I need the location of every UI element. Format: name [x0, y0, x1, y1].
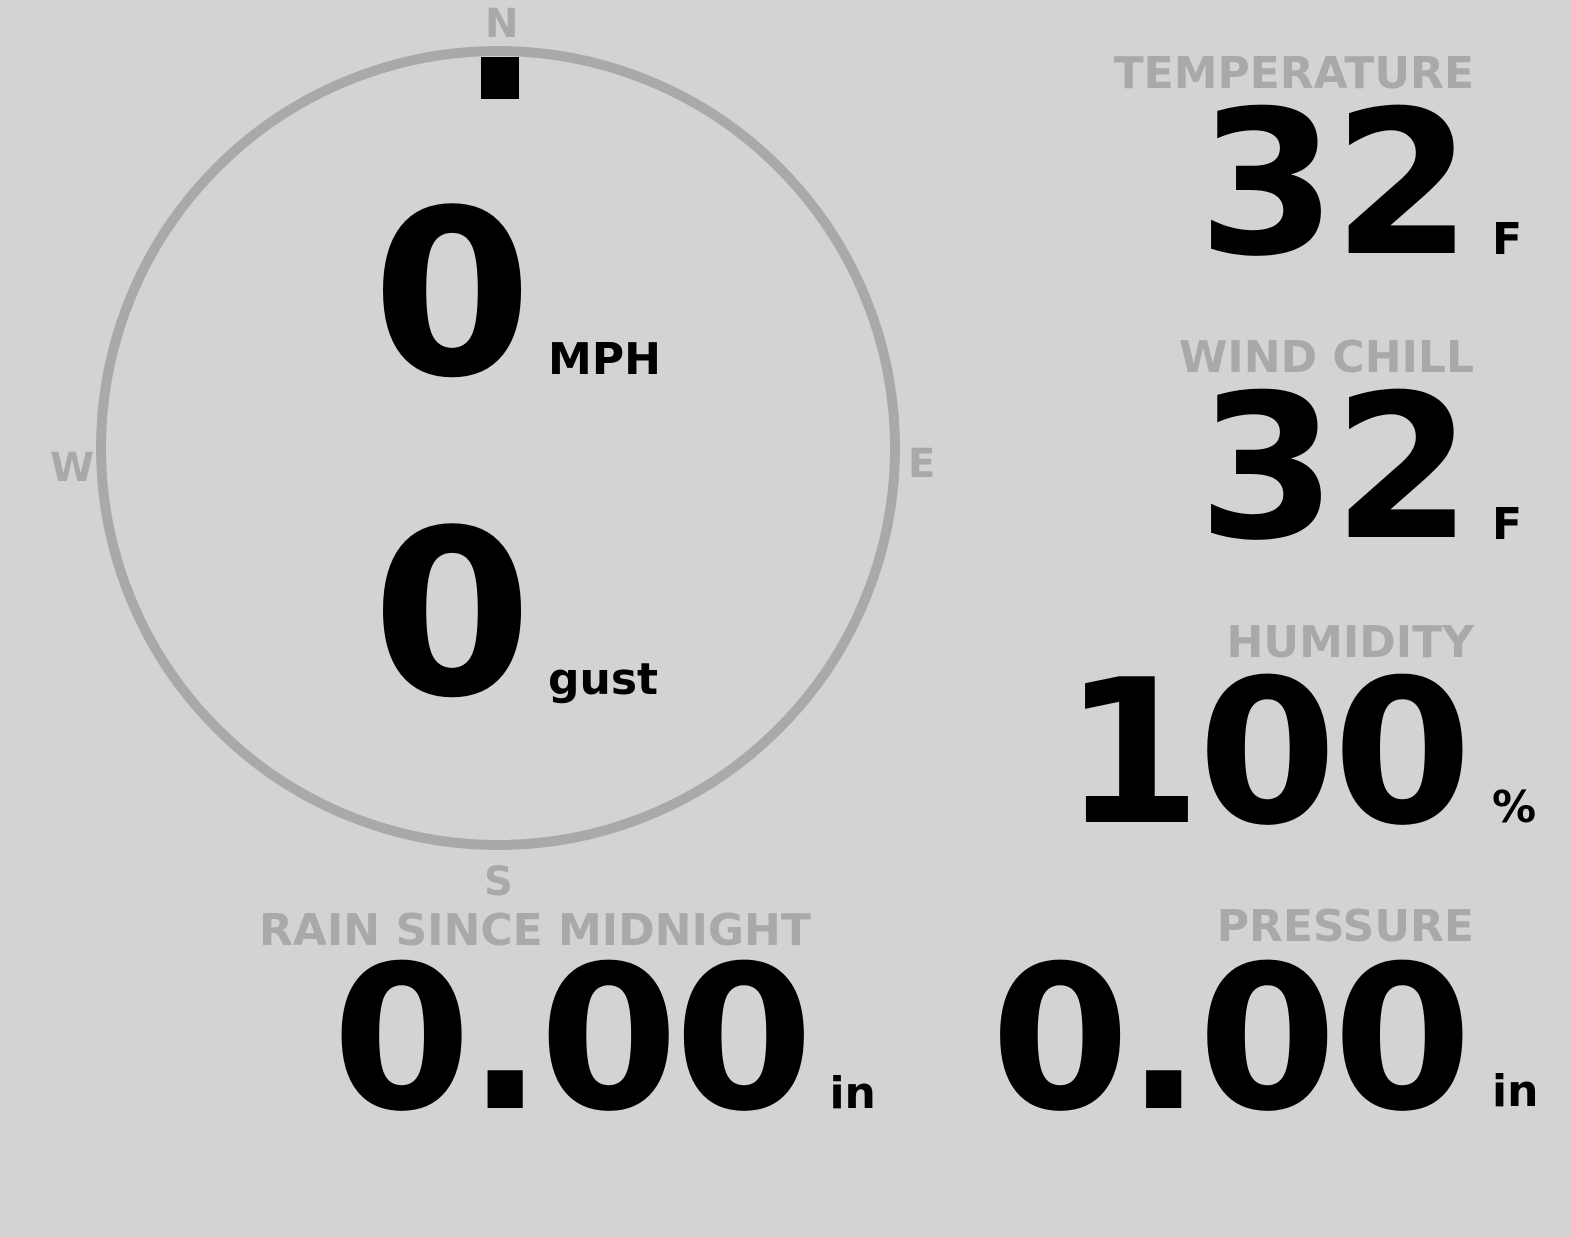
pressure-unit: in	[1492, 1066, 1539, 1117]
compass-west: W	[50, 445, 95, 491]
pressure-value: 0.00	[990, 923, 1472, 1156]
wind-direction-indicator	[481, 57, 519, 99]
wind-chill-label: WIND CHILL	[1178, 332, 1474, 383]
compass-north: N	[485, 1, 519, 47]
pressure-label: PRESSURE	[1216, 901, 1474, 952]
wind-speed-value: 0	[372, 162, 532, 429]
wind-speed-row: 0 MPH	[372, 162, 661, 429]
wind-chill-unit: F	[1492, 499, 1523, 550]
humidity-label: HUMIDITY	[1226, 617, 1474, 668]
rain-value: 0.00	[332, 923, 813, 1156]
rain-unit: in	[829, 1068, 876, 1119]
wind-gust-row: 0 gust	[372, 482, 659, 749]
wind-chill-value: 32	[1197, 352, 1472, 585]
compass-east: E	[908, 441, 936, 487]
compass-south: S	[484, 859, 513, 905]
humidity-value: 100	[1062, 637, 1472, 870]
compass-ring	[96, 46, 900, 850]
rain-row: 0.00 in	[332, 923, 876, 1156]
temperature-value: 32	[1197, 68, 1472, 301]
temperature-label: TEMPERATURE	[1113, 48, 1474, 99]
wind-gust-value: 0	[372, 482, 532, 749]
rain-label: RAIN SINCE MIDNIGHT	[259, 905, 811, 956]
wind-compass-dial	[96, 46, 900, 850]
humidity-unit: %	[1492, 782, 1537, 833]
wind-speed-unit: MPH	[548, 334, 661, 385]
wind-gust-unit: gust	[548, 654, 659, 705]
temperature-unit: F	[1492, 214, 1523, 265]
